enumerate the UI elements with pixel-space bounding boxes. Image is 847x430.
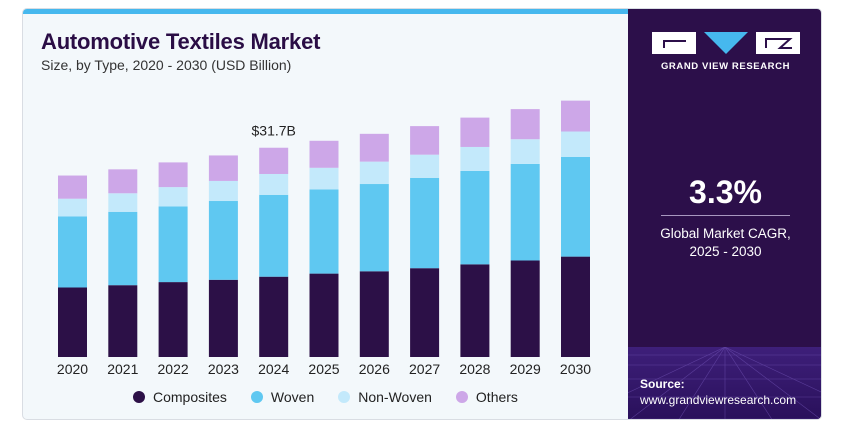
- bar-2024-non-woven: [259, 173, 289, 195]
- legend-item-others: Others: [455, 389, 518, 405]
- bar-2021-composites: [108, 285, 138, 357]
- stacked-bar-chart: 2020 2021 2022 2023 2024 $31.7B 2025 2026 2027 20…: [57, 100, 591, 377]
- legend-swatch-others: [455, 391, 468, 403]
- bar-2030-others: [561, 100, 590, 132]
- bar-2023-non-woven: [208, 180, 238, 202]
- bar-2025-woven: [309, 189, 339, 274]
- source-label: Source:: [640, 377, 685, 391]
- legend-item-non-woven: Non-Woven: [338, 389, 432, 405]
- bar-2022-woven: [158, 206, 188, 283]
- x-tick-label-2020: 2020: [57, 361, 88, 377]
- legend-swatch-non-woven: [338, 391, 351, 403]
- legend-label-non-woven: Non-Woven: [358, 389, 432, 405]
- bar-2022-others: [158, 162, 188, 188]
- bar-2024-woven: [259, 194, 289, 277]
- bar-2021-others: [108, 169, 138, 194]
- side-panel: GRAND VIEW RESEARCH 3.3% Global Market C…: [628, 9, 821, 419]
- x-tick-label-2022: 2022: [158, 361, 189, 377]
- bar-2028-non-woven: [460, 146, 490, 171]
- accent-bar: [23, 9, 628, 14]
- cagr-divider: [661, 215, 790, 216]
- chart-card: Automotive Textiles Market Size, by Type…: [22, 8, 822, 420]
- cagr-value: 3.3%: [689, 174, 762, 210]
- bar-2026-others: [359, 133, 389, 162]
- bar-2029-non-woven: [510, 139, 540, 164]
- bar-2023-composites: [208, 279, 238, 357]
- bar-2020-composites: [58, 287, 87, 357]
- bar-2022-non-woven: [158, 187, 188, 207]
- bar-2028-others: [460, 117, 490, 147]
- source-url[interactable]: www.grandviewresearch.com: [640, 393, 797, 407]
- bar-2027-non-woven: [410, 154, 440, 178]
- bar-2020-woven: [58, 216, 87, 288]
- bar-2021-woven: [108, 211, 138, 286]
- legend-item-woven: Woven: [250, 389, 315, 405]
- bar-2027-others: [410, 126, 440, 155]
- bar-2021-non-woven: [108, 193, 138, 212]
- bar-2027-composites: [410, 268, 440, 357]
- cagr-label: Global Market CAGR, 2025 - 2030: [628, 225, 821, 261]
- bar-2029-woven: [510, 163, 540, 261]
- legend-label-others: Others: [475, 389, 518, 405]
- source-panel: Source: www.grandviewresearch.com: [628, 347, 821, 419]
- bar-2030-composites: [561, 256, 590, 357]
- bar-2025-composites: [309, 273, 339, 357]
- x-tick-label-2023: 2023: [208, 361, 239, 377]
- x-tick-label-2029: 2029: [510, 361, 541, 377]
- legend-label-composites: Composites: [153, 389, 227, 405]
- legend-label-woven: Woven: [270, 389, 315, 405]
- bar-2027-woven: [410, 177, 440, 269]
- legend-swatch-woven: [250, 391, 263, 403]
- perspective-grid-decoration: [628, 347, 821, 419]
- bar-2025-non-woven: [309, 167, 339, 190]
- x-tick-label-2027: 2027: [409, 361, 440, 377]
- legend-swatch-composites: [133, 391, 145, 403]
- bar-2028-woven: [460, 170, 490, 265]
- bar-2022-composites: [158, 282, 188, 357]
- x-tick-label-2021: 2021: [107, 361, 138, 377]
- bar-2020-non-woven: [58, 198, 87, 217]
- bar-2030-woven: [561, 156, 590, 257]
- chart-subtitle: Size, by Type, 2020 - 2030 (USD Billion): [41, 57, 292, 73]
- chart-legend: Composites Woven Non-Woven Others: [133, 389, 518, 405]
- brand-name: GRAND VIEW RESEARCH: [660, 61, 791, 72]
- x-tick-label-2028: 2028: [459, 361, 490, 377]
- grand-view-research-logo: [652, 32, 800, 54]
- legend-item-composites: Composites: [133, 389, 227, 405]
- bar-2024-composites: [259, 276, 289, 357]
- bar-2028-composites: [460, 264, 490, 357]
- bar-2026-woven: [359, 184, 389, 272]
- cagr-label-line1: Global Market CAGR,: [660, 226, 791, 241]
- x-tick-label-2030: 2030: [560, 361, 591, 377]
- chart-title: Automotive Textiles Market: [41, 29, 321, 54]
- bar-2030-non-woven: [561, 131, 590, 157]
- bar-2023-woven: [208, 201, 238, 280]
- bar-2025-others: [309, 140, 339, 168]
- x-tick-label-2025: 2025: [308, 361, 339, 377]
- x-tick-label-2024: 2024: [258, 361, 289, 377]
- bar-2020-others: [58, 175, 87, 199]
- bar-2029-composites: [510, 260, 540, 357]
- data-label-2024-total: $31.7B: [252, 123, 296, 139]
- bar-2026-non-woven: [359, 161, 389, 185]
- cagr-label-line2: 2025 - 2030: [689, 244, 762, 259]
- bar-2024-others: [259, 147, 289, 174]
- bar-2023-others: [208, 155, 238, 181]
- bar-2029-others: [510, 109, 540, 140]
- x-tick-label-2026: 2026: [359, 361, 390, 377]
- bar-2026-composites: [359, 271, 389, 357]
